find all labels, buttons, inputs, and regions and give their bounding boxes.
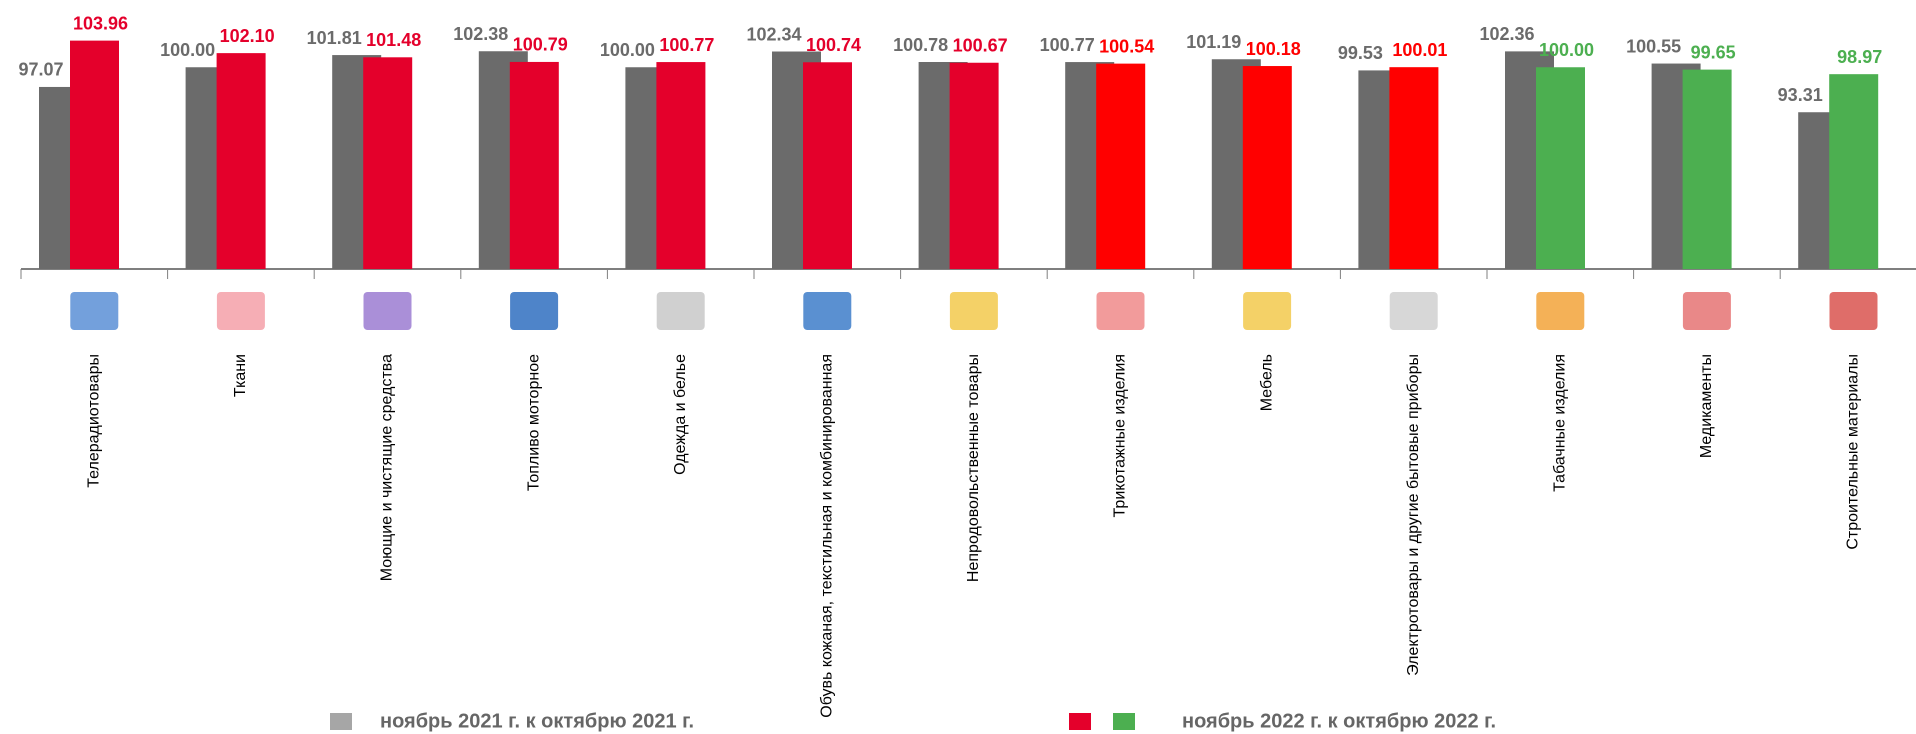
category-icon	[949, 292, 998, 330]
legend-swatch	[1069, 713, 1091, 730]
data-label: 99.53	[1338, 43, 1383, 63]
data-label: 103.96	[73, 13, 128, 33]
bar	[803, 62, 852, 269]
data-label: 100.01	[1392, 40, 1447, 60]
bar	[949, 62, 999, 270]
bar	[1096, 63, 1146, 269]
category-icon	[1829, 292, 1878, 330]
bar	[656, 62, 706, 270]
bar	[509, 61, 559, 269]
data-label: 102.10	[220, 26, 275, 46]
data-label: 100.79	[513, 35, 568, 55]
x-tick-label: Обувь кожаная, текстильная и комбинирова…	[819, 354, 836, 718]
x-tick-label: Моющие и чистящие средства	[379, 354, 396, 581]
bar	[1682, 69, 1732, 269]
category-icon	[1536, 292, 1585, 330]
data-label: 99.65	[1691, 42, 1736, 62]
data-label: 101.81	[307, 28, 362, 48]
x-tick-label: Медикаменты	[1698, 354, 1715, 458]
x-tick-label: Электротовары и другие бытовые приборы	[1405, 354, 1422, 676]
x-tick-label: Одежда и белье	[672, 354, 689, 475]
data-label: 102.34	[746, 24, 801, 44]
x-tick-label: Трикотажные изделия	[1112, 354, 1129, 517]
data-label: 100.00	[600, 40, 655, 60]
data-label: 102.38	[453, 24, 508, 44]
category-icon	[216, 292, 265, 330]
data-label: 100.00	[1539, 40, 1594, 60]
category-icon	[1096, 292, 1145, 330]
bar	[1536, 67, 1585, 269]
x-tick-label: Телерадиотовары	[86, 354, 103, 488]
data-label: 100.18	[1246, 39, 1301, 59]
data-label: 100.67	[953, 35, 1008, 55]
data-label: 101.48	[366, 30, 421, 50]
legend-label: ноябрь 2022 г. к октябрю 2022 г.	[1182, 710, 1496, 732]
category-icon	[1682, 292, 1731, 330]
data-label: 100.00	[160, 40, 215, 60]
category-icon	[1389, 292, 1438, 330]
data-label: 100.74	[806, 35, 861, 55]
bar	[363, 57, 413, 270]
data-label: 97.07	[18, 60, 63, 80]
category-icon	[803, 292, 852, 330]
data-label: 102.36	[1479, 24, 1534, 44]
data-label: 100.77	[659, 35, 714, 55]
bar	[1389, 67, 1439, 270]
bar	[1829, 74, 1879, 269]
x-tick-label: Мебель	[1258, 354, 1275, 411]
category-icon	[510, 292, 559, 330]
data-label: 100.55	[1626, 36, 1681, 56]
data-label: 100.54	[1099, 36, 1154, 56]
data-label: 98.97	[1837, 47, 1882, 67]
bar	[1242, 66, 1292, 270]
data-label: 101.19	[1186, 32, 1241, 52]
data-label: 100.77	[1040, 35, 1095, 55]
data-label: 100.78	[893, 35, 948, 55]
category-icon	[70, 292, 119, 330]
legend-label: ноябрь 2021 г. к октябрю 2021 г.	[380, 710, 694, 732]
x-tick-label: Табачные изделия	[1552, 354, 1569, 492]
category-icon	[363, 292, 412, 330]
data-label: 93.31	[1778, 85, 1823, 105]
bar	[70, 40, 119, 269]
category-icon	[1243, 292, 1292, 330]
category-icon	[656, 292, 705, 330]
x-tick-label: Строительные материалы	[1845, 354, 1862, 550]
legend-swatch	[1113, 713, 1135, 730]
x-tick-label: Топливо моторное	[525, 354, 542, 491]
x-tick-label: Непродовольственные товары	[965, 354, 982, 582]
bar	[216, 53, 266, 269]
legend-swatch	[330, 713, 352, 730]
x-tick-label: Ткани	[232, 354, 249, 397]
